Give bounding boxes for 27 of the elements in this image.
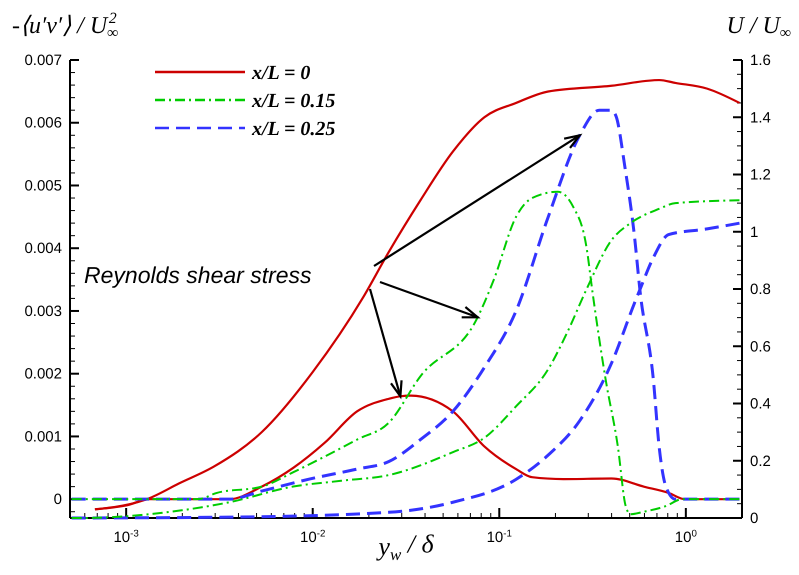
y-tick-label: 0.005: [24, 177, 62, 194]
y-tick-label: 0.001: [24, 428, 62, 446]
legend-label: x/L = 0.25: [251, 118, 336, 140]
x-tick-label: 10$^{0}$: [674, 528, 698, 546]
y-tick-label: 0.007: [24, 52, 62, 69]
annotation: Reynolds shear stress: [84, 262, 312, 288]
y2-tick-label: 1: [750, 224, 758, 241]
x-tick-label: 10$^{-1}$: [486, 528, 512, 546]
legend-label: x/L = 0: [251, 62, 310, 84]
y2-tick-label: 0.6: [750, 338, 771, 356]
y2-tick-label: 0: [750, 510, 758, 527]
y-tick-label: 0: [54, 491, 62, 508]
y-tick-label: 0.003: [24, 302, 62, 320]
x-tick-label: 10$^{-2}$: [300, 528, 326, 546]
x-axis-title: y$_{w}$ / δ: [375, 529, 434, 564]
y-tick-label: 0.002: [24, 366, 62, 383]
y-tick-label: 0.004: [24, 240, 62, 258]
y-tick-label: 0.006: [24, 114, 62, 132]
y2-tick-label: 1.4: [750, 109, 771, 126]
y2-axis-title: U / U$_{∞}$: [726, 13, 791, 42]
y2-tick-label: 0.8: [750, 281, 771, 298]
y2-tick-label: 0.4: [750, 396, 771, 412]
y2-tick-label: 1.2: [750, 166, 771, 184]
y2-tick-label: 0.2: [750, 452, 771, 470]
x-tick-label: 10$^{-3}$: [113, 528, 139, 546]
legend-label: x/L = 0.15: [251, 90, 336, 112]
y2-tick-label: 1.6: [750, 52, 771, 69]
